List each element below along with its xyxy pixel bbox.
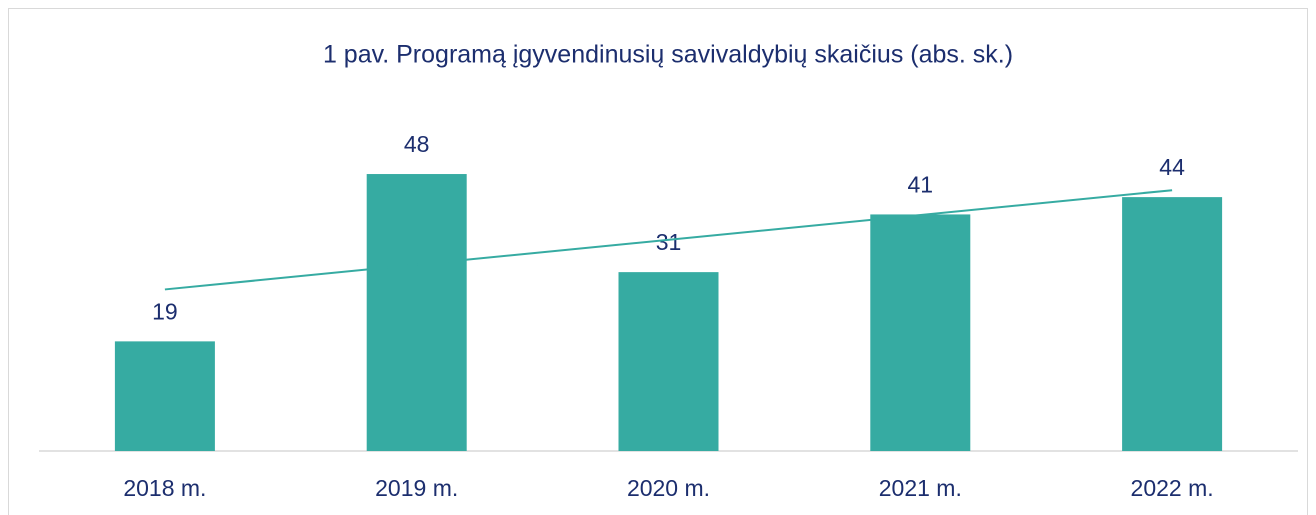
data-label: 19 [152, 298, 178, 324]
data-label: 31 [656, 229, 682, 255]
x-tick-label: 2019 m. [375, 475, 458, 501]
x-tick-label: 2022 m. [1131, 475, 1214, 501]
bar [366, 174, 467, 452]
trendline [164, 189, 1173, 291]
bar [618, 272, 719, 451]
chart-title: 1 pav. Programą įgyvendinusių savivaldyb… [323, 41, 1013, 69]
data-label: 41 [908, 172, 934, 198]
data-label: 48 [404, 131, 430, 157]
x-tick-label: 2021 m. [879, 475, 962, 501]
bar [114, 341, 215, 451]
bar [870, 214, 971, 451]
x-tick-label: 2018 m. [123, 475, 206, 501]
data-label: 44 [1159, 154, 1185, 180]
bar [1122, 197, 1223, 451]
x-tick-label: 2020 m. [627, 475, 710, 501]
